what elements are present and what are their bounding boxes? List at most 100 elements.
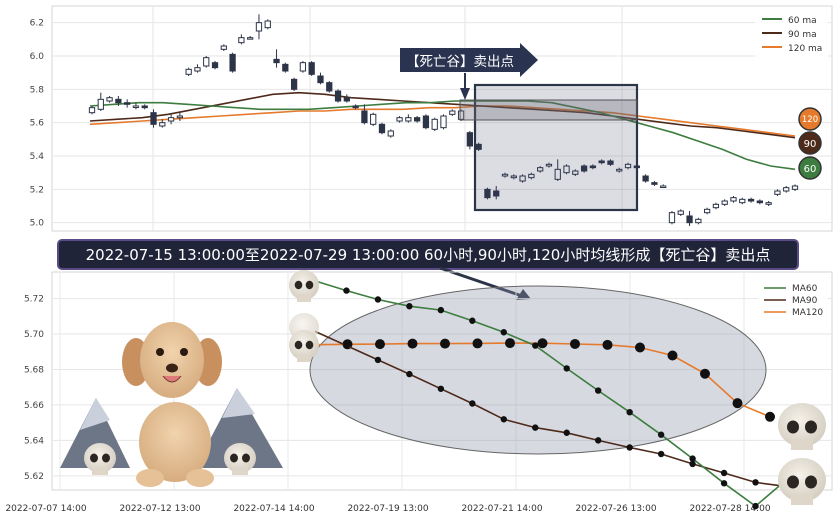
candle-body bbox=[721, 200, 728, 205]
badge-90-label: 90 bbox=[804, 139, 817, 150]
legend-label-ma60: MA60 bbox=[792, 284, 818, 294]
callout-arrow-shape bbox=[400, 43, 538, 77]
ma60-point bbox=[343, 287, 350, 294]
ma-cross-zone bbox=[459, 99, 638, 121]
candle-body bbox=[361, 110, 368, 124]
candle-body bbox=[747, 198, 755, 202]
banner-text: 2022-07-15 13:00:00至2022-07-29 13:00:00 … bbox=[86, 246, 771, 264]
candle-body bbox=[370, 113, 377, 125]
candle-body bbox=[580, 165, 588, 172]
skull-icon bbox=[224, 443, 256, 475]
x-tick-label: 2022-07-14 14:00 bbox=[233, 504, 314, 514]
candle-body bbox=[97, 98, 104, 110]
candle-body bbox=[352, 105, 359, 109]
ma90-point bbox=[406, 370, 413, 378]
ma90-point bbox=[752, 479, 759, 486]
skull-icon bbox=[289, 270, 319, 302]
candle-body bbox=[264, 20, 271, 29]
sell-point-callout: 【死亡谷】卖出点 bbox=[400, 43, 538, 100]
top-y-tick-label: 5.8 bbox=[30, 85, 45, 95]
top-legend: 60 ma 90 ma 120 ma bbox=[755, 10, 828, 58]
ma120-point bbox=[700, 368, 710, 379]
candle-body bbox=[598, 160, 605, 164]
candle-body bbox=[677, 210, 684, 215]
ma120-point bbox=[440, 338, 450, 349]
poodle-mountain-illustration bbox=[60, 322, 283, 487]
ma90-point bbox=[626, 444, 633, 451]
candle-body bbox=[519, 175, 526, 182]
candle-body bbox=[255, 22, 263, 32]
skull-icon bbox=[778, 458, 826, 505]
ma120-point bbox=[732, 398, 743, 409]
candle-body bbox=[563, 165, 570, 174]
x-tick-label: 2022-07-26 13:00 bbox=[575, 504, 656, 514]
skull-icon bbox=[84, 443, 116, 475]
bottom-legend: MA60 MA90 MA120 bbox=[758, 280, 828, 325]
candle-body bbox=[326, 82, 333, 92]
ma120-point bbox=[667, 350, 678, 361]
candle-body bbox=[554, 168, 561, 180]
candle-body bbox=[589, 165, 597, 169]
candle-body bbox=[774, 190, 781, 195]
candle-body bbox=[501, 173, 509, 177]
bottom-y-tick-label: 5.68 bbox=[24, 365, 44, 375]
bottom-x-axis: 2022-07-07 14:00 2022-07-12 13:00 2022-07-… bbox=[5, 504, 770, 514]
candle-body bbox=[712, 203, 720, 209]
candle-body bbox=[703, 208, 711, 214]
poodle-head bbox=[140, 322, 204, 398]
candle-body bbox=[457, 110, 465, 120]
candle-body bbox=[510, 175, 517, 179]
callout-arrow-label: 【死亡谷】卖出点 bbox=[406, 54, 514, 70]
candle-body bbox=[343, 97, 350, 102]
poodle-eye-left bbox=[156, 348, 164, 356]
ma90-line bbox=[314, 330, 788, 488]
mountain-right bbox=[195, 388, 283, 468]
candle-body bbox=[238, 37, 245, 44]
candle-body bbox=[572, 170, 579, 175]
candle-body bbox=[167, 117, 175, 122]
candle-body bbox=[132, 105, 140, 108]
mountain-right-snow bbox=[222, 388, 255, 418]
candle-body bbox=[396, 117, 403, 122]
ma90-line bbox=[89, 91, 796, 139]
candle-body bbox=[334, 90, 342, 102]
ma120-point bbox=[472, 338, 483, 349]
candle-body bbox=[247, 37, 254, 40]
top-moving-averages bbox=[89, 91, 796, 171]
ma60-point bbox=[406, 303, 413, 310]
poodle-mouth bbox=[162, 375, 182, 383]
candle-body bbox=[440, 115, 447, 129]
candle-body bbox=[88, 107, 96, 114]
candle-body bbox=[273, 58, 280, 64]
x-tick-label: 2022-07-21 14:00 bbox=[461, 504, 542, 514]
highlight-ellipse bbox=[309, 285, 767, 455]
candle-body bbox=[616, 168, 623, 172]
legend-label-90ma: 90 ma bbox=[788, 30, 817, 40]
legend-label-ma120: MA120 bbox=[792, 308, 823, 318]
candle-body bbox=[449, 110, 456, 115]
ma-badges: 120 90 60 bbox=[798, 107, 822, 180]
ma120-point bbox=[602, 339, 613, 350]
candle-body bbox=[387, 130, 394, 137]
top-y-tick-label: 6.0 bbox=[30, 52, 45, 62]
ma90-point bbox=[595, 437, 602, 444]
ma60-point bbox=[657, 431, 665, 438]
badge-60-label: 60 bbox=[804, 164, 817, 175]
bottom-ma-lines bbox=[314, 280, 791, 510]
poodle-nose bbox=[166, 363, 178, 373]
candle-body bbox=[405, 117, 412, 122]
banner-pointer-line bbox=[439, 266, 526, 299]
ma120-point bbox=[765, 411, 775, 422]
candle-body bbox=[624, 163, 632, 169]
candle-body bbox=[422, 115, 430, 129]
candle-body bbox=[124, 102, 131, 105]
ma60-point bbox=[374, 296, 382, 303]
ma90-point bbox=[500, 416, 507, 423]
ma120-point bbox=[375, 339, 385, 350]
candle-body bbox=[290, 78, 298, 90]
legend-label-120ma: 120 ma bbox=[788, 44, 822, 54]
candle-body bbox=[220, 45, 227, 50]
death-valley-box bbox=[473, 83, 639, 212]
